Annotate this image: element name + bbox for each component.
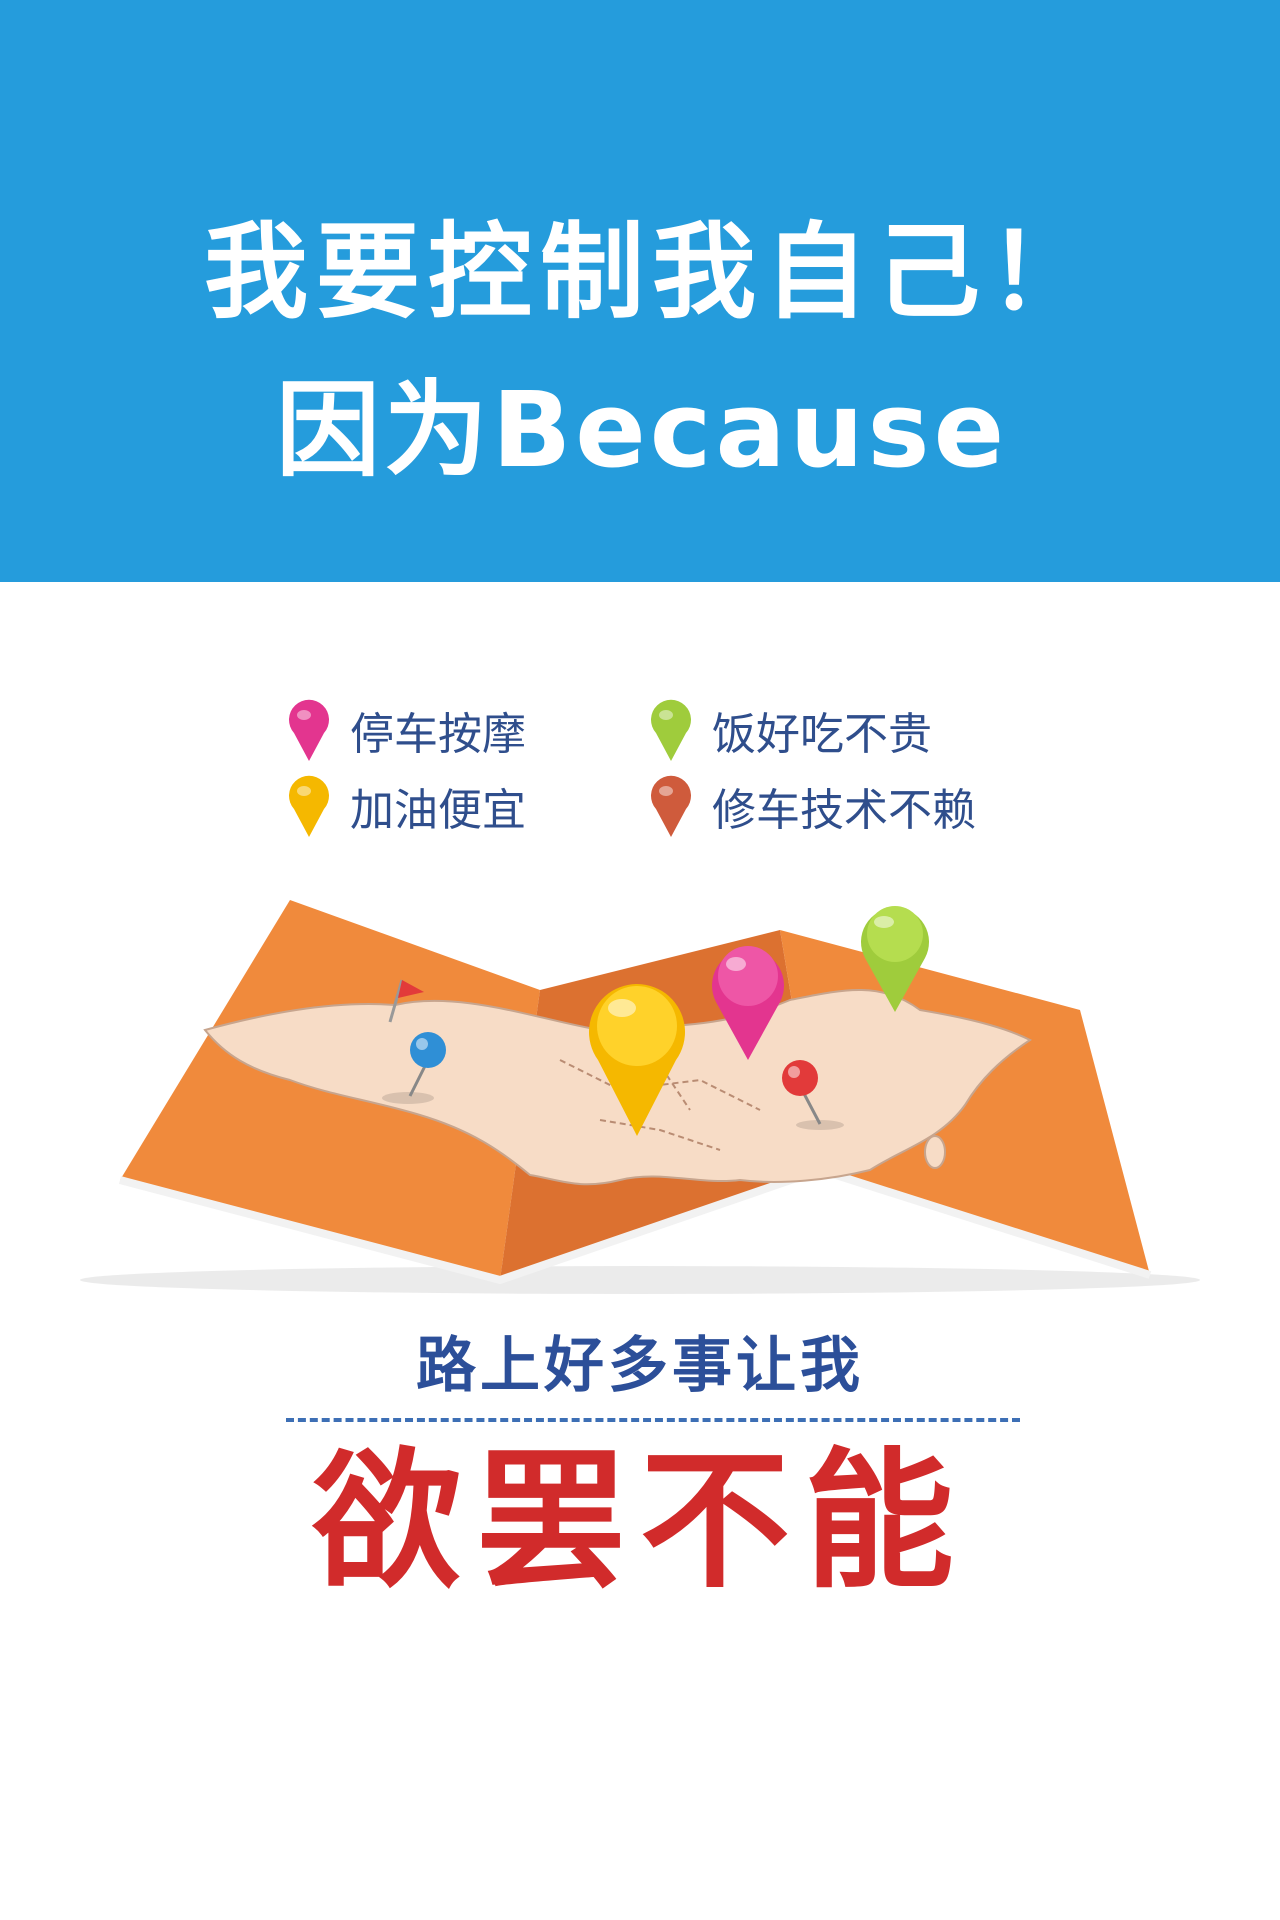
dashed-divider	[286, 1418, 1020, 1422]
pink-pin-icon	[289, 699, 329, 761]
subtitle: 路上好多事让我	[416, 1331, 864, 1401]
folded-map-illustration	[0, 880, 1280, 1300]
red-flag-icon	[388, 979, 424, 1023]
legend-item-massage: 停车按摩	[284, 699, 526, 761]
legend-item-fuel: 加油便宜	[284, 775, 526, 837]
legend-label: 修车技术不赖	[712, 785, 976, 836]
blue-pin-icon	[382, 1032, 446, 1104]
headline-line-1: 我要控制我自己！	[204, 211, 1101, 333]
slogan: 欲罢不能	[311, 1435, 968, 1609]
legend-label: 饭好吃不贵	[712, 709, 932, 760]
green-pin-icon	[651, 699, 691, 761]
red-pin-icon	[782, 1060, 844, 1130]
yellow-pin-icon	[289, 775, 329, 837]
header-banner: 我要控制我自己！ 因为Because	[0, 0, 1280, 582]
legend-label: 加油便宜	[350, 785, 526, 836]
map-icon	[80, 900, 1200, 1294]
legend-item-repair: 修车技术不赖	[646, 775, 976, 837]
pink-pin-icon	[712, 946, 785, 1060]
legend: 停车按摩 饭好吃不贵 加油便宜 修车技术不赖	[0, 690, 1280, 870]
legend-label: 停车按摩	[350, 709, 526, 760]
orange-red-pin-icon	[651, 775, 691, 837]
yellow-pin-icon	[589, 984, 685, 1136]
green-pin-icon	[860, 906, 929, 1012]
headline-line-2: 因为Because	[276, 369, 1009, 491]
legend-item-food: 饭好吃不贵	[646, 699, 932, 761]
